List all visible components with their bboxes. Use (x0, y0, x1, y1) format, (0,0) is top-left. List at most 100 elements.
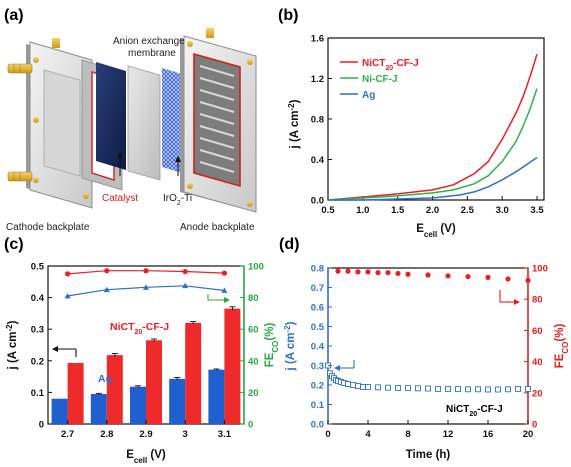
panel-c-bar (130, 386, 146, 424)
panel-d-j-marker (365, 384, 371, 390)
panel-d-fe-marker (425, 272, 431, 278)
panel-c-bar (169, 378, 186, 424)
panel-d-ytick-label: 0.2 (311, 381, 324, 392)
iro2-label: IrO2-Ti (163, 193, 192, 207)
panel-d-fe-marker (485, 274, 491, 280)
panel-d-ylabel: j (A cm-2) (283, 321, 298, 371)
panel-d-fe-marker (375, 270, 381, 276)
panel-d-fe-marker (395, 270, 401, 277)
panel-d-xtick-label: 12 (443, 429, 454, 440)
panel-d-j-marker (515, 385, 521, 392)
panel-c-annotation-nict20: NiCT20-CF-J (110, 321, 169, 336)
panel-d-fe-marker (345, 268, 351, 274)
panel-c-y2tick-label: 0 (248, 420, 253, 431)
panel-d-j-marker (395, 384, 401, 391)
panel-c-ytick-label: 0.5 (31, 262, 45, 273)
panel-d-j-marker (405, 385, 411, 392)
panel-b-ytick-label: 0.8 (311, 115, 324, 126)
panel-d-xtick-label: 20 (523, 429, 534, 440)
panel-d-j-marker (360, 384, 366, 390)
panel-b-xlabel: Ecell (V) (416, 223, 456, 239)
panel-d-xtick-label: 8 (405, 429, 410, 440)
panel-c-y2tick-label: 40 (248, 356, 259, 367)
panel-c-fe-marker (103, 286, 110, 293)
panel-d-j-marker (475, 386, 481, 393)
panel-c-bar (67, 363, 84, 424)
panel-c-annotation-ag: Ag (98, 373, 112, 385)
catalyst-layer (96, 62, 126, 170)
panel-c-y2tick-label: 100 (248, 262, 264, 273)
panel-d-j-marker (525, 385, 531, 392)
panel-c-y2tick-label: 20 (248, 388, 259, 399)
panel-c-bar (146, 340, 162, 424)
panel-c-x-axis: 2.7 2.8 2.9 3 3.1 (61, 420, 232, 440)
panel-d-j-marker (415, 385, 421, 392)
panel-c-ytick-label: 0.1 (31, 388, 45, 399)
panel-b-ytick-label: 0.4 (311, 155, 325, 166)
panel-c-fe-marker (182, 268, 188, 275)
panel-b-xtick-label: 3.0 (496, 205, 509, 216)
panel-b-y-axis: 0.0 0.4 0.8 1.2 1.6 (311, 34, 332, 207)
panel-c-fe-marker (221, 287, 228, 293)
panel-d-j-marker (355, 383, 361, 389)
panel-d-y2label: FECO(%) (554, 324, 570, 369)
panel-b-series-line (328, 156, 538, 201)
panel-d-y2tick-label: 0 (532, 420, 537, 431)
panel-d-j-marker (465, 386, 471, 393)
panel-d-ytick-label: 0.6 (311, 303, 324, 314)
panel-d-fe-marker (355, 269, 361, 275)
legend-label-ag: Ag (362, 90, 375, 101)
panel-b-xtick-label: 2.0 (426, 205, 439, 216)
panel-c-fe-marker (221, 270, 227, 276)
panel-c-xtick-label: 3.1 (218, 429, 232, 440)
panel-d-xtick-label: 4 (365, 429, 371, 440)
panel-b-xtick-label: 2.5 (461, 205, 475, 216)
panel-d-fe-marker (365, 269, 371, 275)
panel-d-y2tick-label: 40 (532, 357, 543, 368)
panel-d-ytick-label: 0.1 (311, 400, 325, 411)
panel-b-ytick-label: 1.6 (311, 34, 324, 45)
membrane-label-line1: Anion exchange (113, 36, 185, 47)
catalyst-arrowhead (117, 152, 123, 158)
panel-d-ytick-label: 0.5 (311, 322, 325, 333)
panel-d-fe-marker (465, 273, 471, 280)
panel-b-label: (b) (278, 7, 298, 24)
panel-c-ylabel: j (A cm-2) (5, 320, 20, 370)
panel-d-fe-marker (335, 268, 341, 274)
legend-label-nict20: NiCT20-CF-J (362, 58, 419, 72)
panel-c-ytick-label: 0.2 (31, 356, 44, 367)
panel-d-j-marker (435, 385, 441, 392)
panel-d-y2tick-label: 20 (532, 388, 543, 399)
panel-d-left-axis-arrow (334, 360, 355, 371)
panel-d-right-axis-arrow (499, 290, 520, 305)
panel-c-y2tick-label: 60 (248, 325, 259, 336)
gas-fitting-bottom (7, 171, 33, 182)
panel-c-fe-marker (143, 284, 149, 290)
panel-d-xtick-label: 0 (325, 429, 330, 440)
panel-c-xtick-label: 2.8 (100, 429, 113, 440)
panel-c-fe-marker (64, 293, 71, 299)
panel-d-ytick-label: 0.8 (311, 264, 324, 275)
gas-fitting-top (7, 63, 33, 74)
catalyst-label: Catalyst (102, 193, 138, 204)
panel-c-bar (106, 355, 123, 424)
panel-d-x-axis: 0 4 8 12 16 20 (325, 420, 533, 440)
panel-d-j-marker (375, 384, 381, 391)
panel-c-ytick-label: 0.4 (31, 293, 45, 304)
panel-c-bar (224, 308, 241, 424)
panel-c-right-axis-arrow (207, 294, 230, 303)
panel-b-series (327, 53, 538, 201)
panel-d-y2tick-label: 100 (532, 264, 548, 275)
panel-c-y-axis: 0 0.1 0.2 0.3 0.4 0.5 (31, 262, 52, 431)
panel-b-series-line (327, 88, 538, 201)
panel-c-bar (51, 398, 68, 424)
panel-a: (a) (4, 7, 257, 233)
panel-d-series (325, 268, 531, 393)
panel-d-annotation: NiCT20-CF-J (446, 404, 503, 418)
panel-d-plot-frame (327, 267, 529, 425)
panel-d-fe-marker (385, 270, 391, 276)
panel-c-bars (51, 306, 241, 424)
panel-c-y2label: FECO(%) (264, 323, 280, 368)
panel-c-xtick-label: 2.7 (61, 429, 74, 440)
